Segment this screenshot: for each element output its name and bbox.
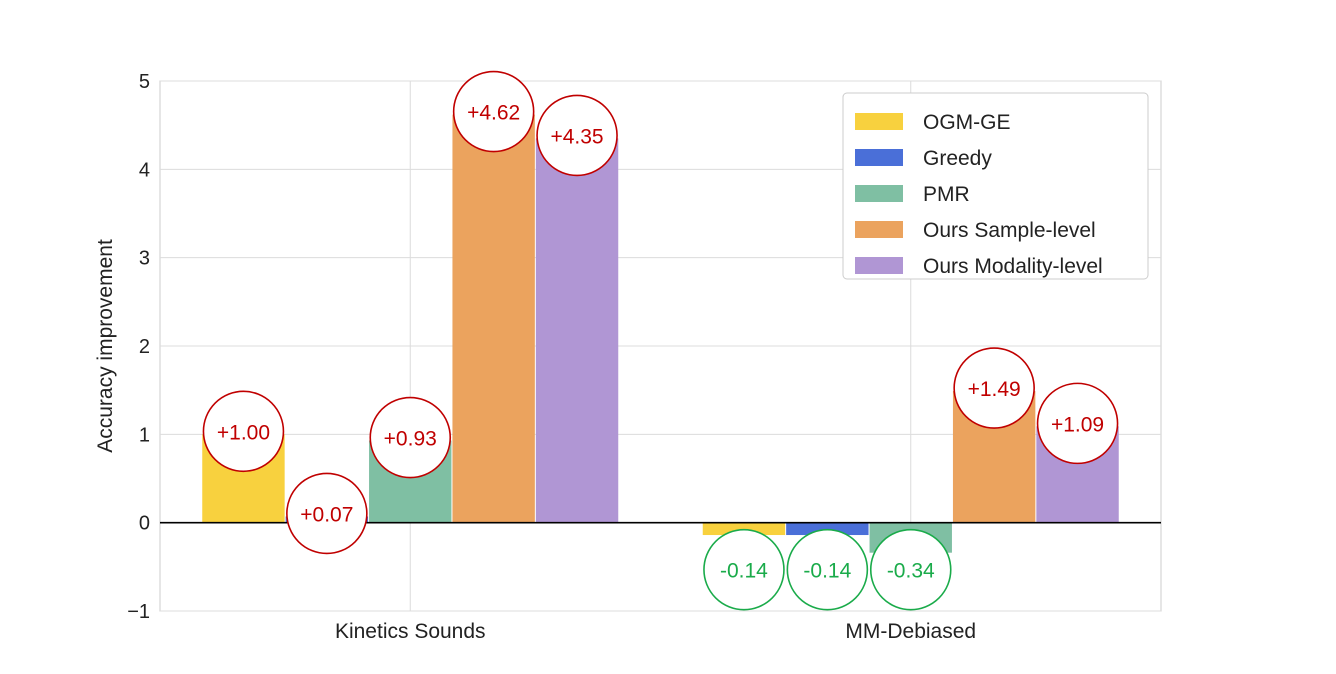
value-label-circle [786,528,869,611]
x-category-label: MM-Debiased [845,620,976,643]
value-label-circle [286,472,368,555]
value-label-circle [953,347,1035,429]
bar [452,114,535,523]
legend-swatch [855,113,903,130]
y-axis-title: Accuracy improvement [94,239,117,453]
value-label-circle [536,94,618,177]
bar [786,522,869,536]
value-labels: +1.00 -0.14 +0.07 -0.14 +0.93 -0.34 +4.62 +1.49… [202,70,1119,611]
value-label-circle [202,390,285,473]
y-tick-label: 0 [139,513,150,535]
y-tick-label: 4 [139,159,150,181]
x-category-label: Kinetics Sounds [335,620,486,643]
legend-label: Ours Sample-level [923,219,1096,242]
legend-label: OGM-GE [923,111,1011,134]
value-label: +4.62 [467,102,520,125]
y-tick-label: 5 [139,71,150,93]
value-label: +4.35 [550,125,603,148]
value-label: +1.09 [1051,413,1104,436]
bar [702,522,786,536]
legend-label: Ours Modality-level [923,255,1103,278]
value-label: +0.93 [384,428,437,451]
legend-box [842,92,1149,280]
value-label: +1.49 [968,378,1021,401]
value-label: +1.00 [217,421,270,444]
legend-label: Greedy [923,147,992,170]
value-label-circle [703,528,785,611]
value-label: -0.14 [720,560,768,583]
legend-swatch [855,257,903,274]
y-tick-label: −1 [127,601,150,623]
y-tick-label: 3 [139,248,150,270]
value-label-circle [369,396,452,479]
value-label-circle [452,70,535,153]
y-tick-label: 1 [139,424,150,446]
value-label: +0.07 [300,503,353,526]
legend-label: PMR [923,183,970,206]
value-label-circle [869,528,952,611]
x-category-labels: Kinetics Sounds MM-Debiased [335,620,976,643]
legend-swatch [855,185,903,202]
value-label: -0.14 [803,560,851,583]
y-tick-labels: −1 0 1 2 3 4 5 [127,71,150,623]
legend: OGM-GE Greedy PMR Ours Sample-level Ours Mod… [842,92,1149,280]
y-tick-label: 2 [139,336,150,358]
bar [535,138,619,523]
value-label: -0.34 [887,560,935,583]
legend-swatch [855,221,903,238]
legend-swatch [855,149,903,166]
value-label-circle [1036,382,1119,465]
